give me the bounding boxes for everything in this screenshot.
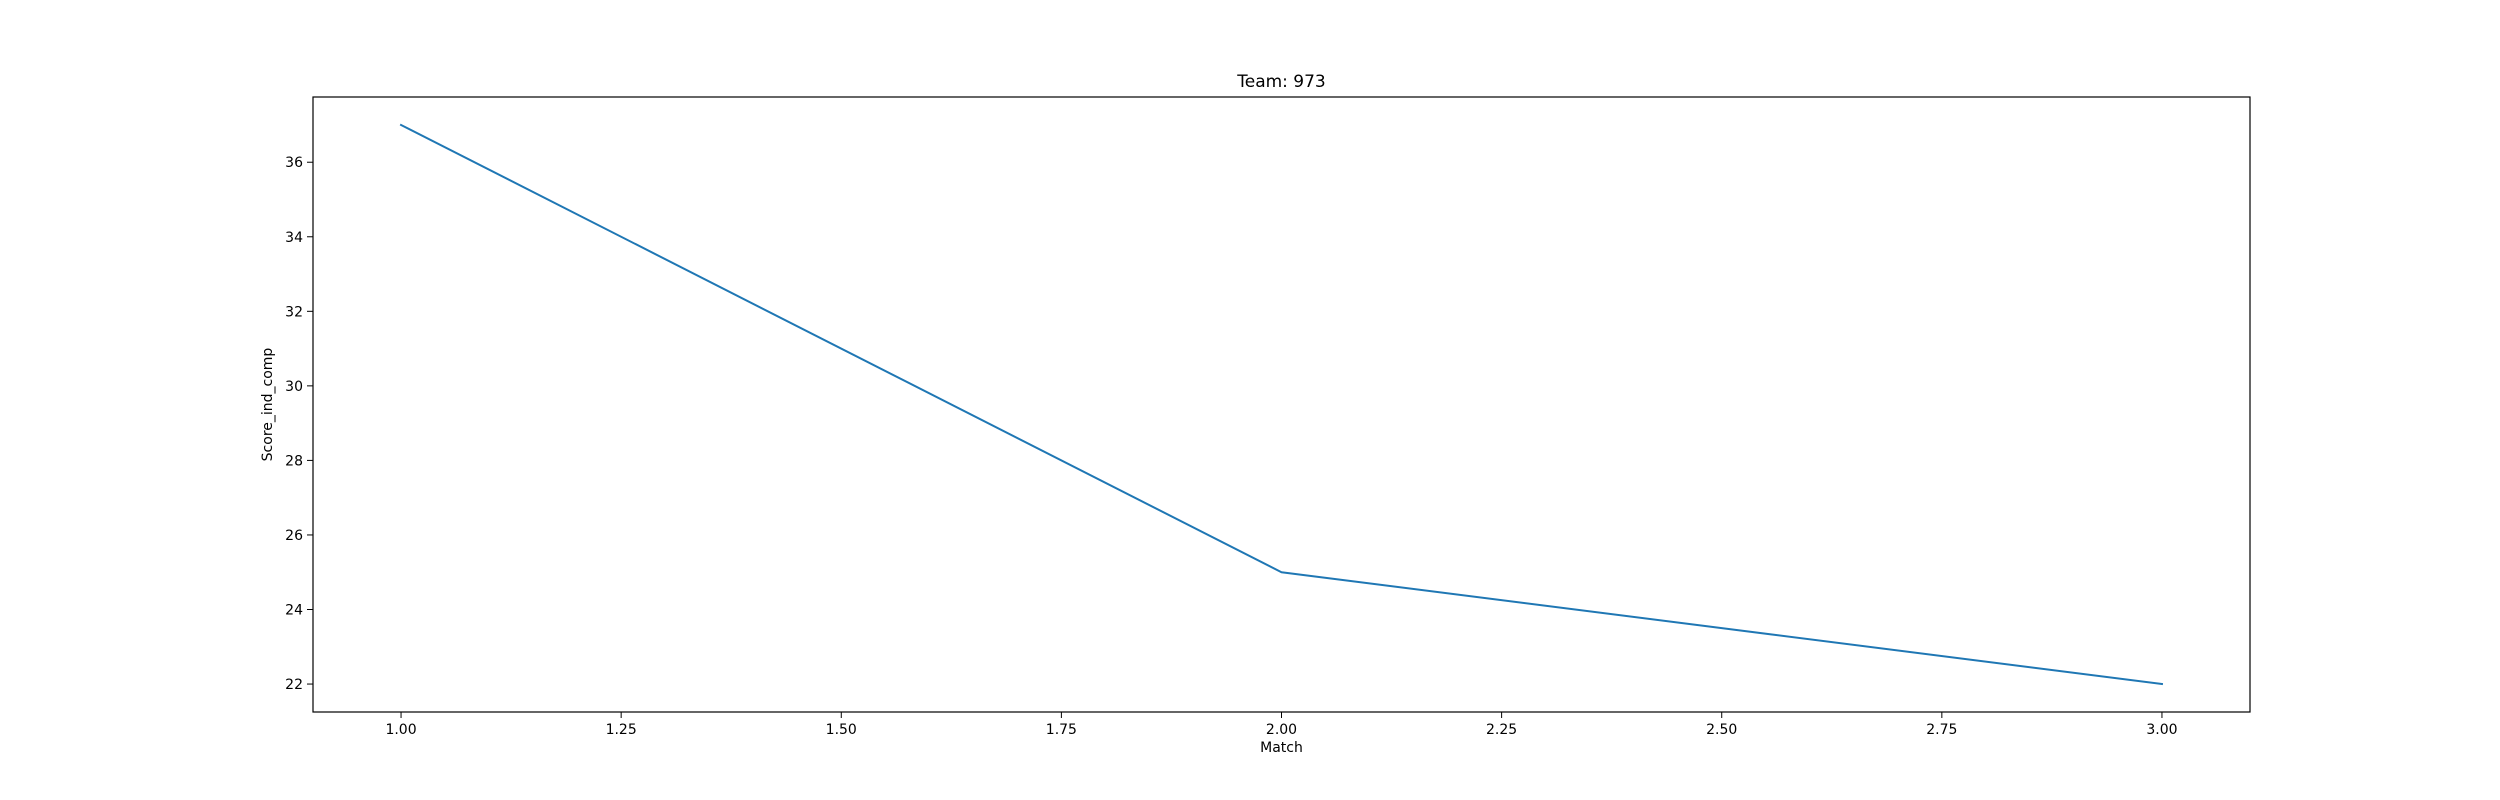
y-tick-label: 36 [285, 155, 303, 171]
x-tick-label: 1.25 [606, 722, 637, 738]
x-tick-label: 1.75 [1046, 722, 1077, 738]
y-tick-label: 26 [285, 528, 303, 544]
series-layer [399, 123, 2164, 686]
x-tick-label: 1.00 [385, 722, 416, 738]
y-tick-label: 22 [285, 677, 303, 693]
y-tick-label: 32 [285, 304, 303, 320]
chart-title: Team: 973 [1236, 72, 1326, 92]
x-axis-label: Match [1260, 740, 1303, 756]
y-tick-label: 34 [285, 230, 303, 246]
plot-frame [312, 96, 2251, 713]
x-tick-label: 2.25 [1486, 722, 1517, 738]
x-tick-label: 3.00 [2146, 722, 2177, 738]
ticks-layer: 1.00 1.25 1.50 1.75 2.00 2.25 2.50 2.75 3.00 22 24… [285, 155, 2177, 738]
y-axis-label: Score_ind_comp [260, 348, 276, 462]
series-line [399, 123, 2164, 686]
x-tick-label: 2.75 [1926, 722, 1957, 738]
x-tick-label: 1.50 [826, 722, 857, 738]
y-tick-label: 24 [285, 603, 303, 619]
x-tick-label: 2.00 [1266, 722, 1297, 738]
y-tick-label: 30 [285, 379, 303, 395]
y-tick-label: 28 [285, 453, 303, 469]
x-tick-label: 2.50 [1706, 722, 1737, 738]
